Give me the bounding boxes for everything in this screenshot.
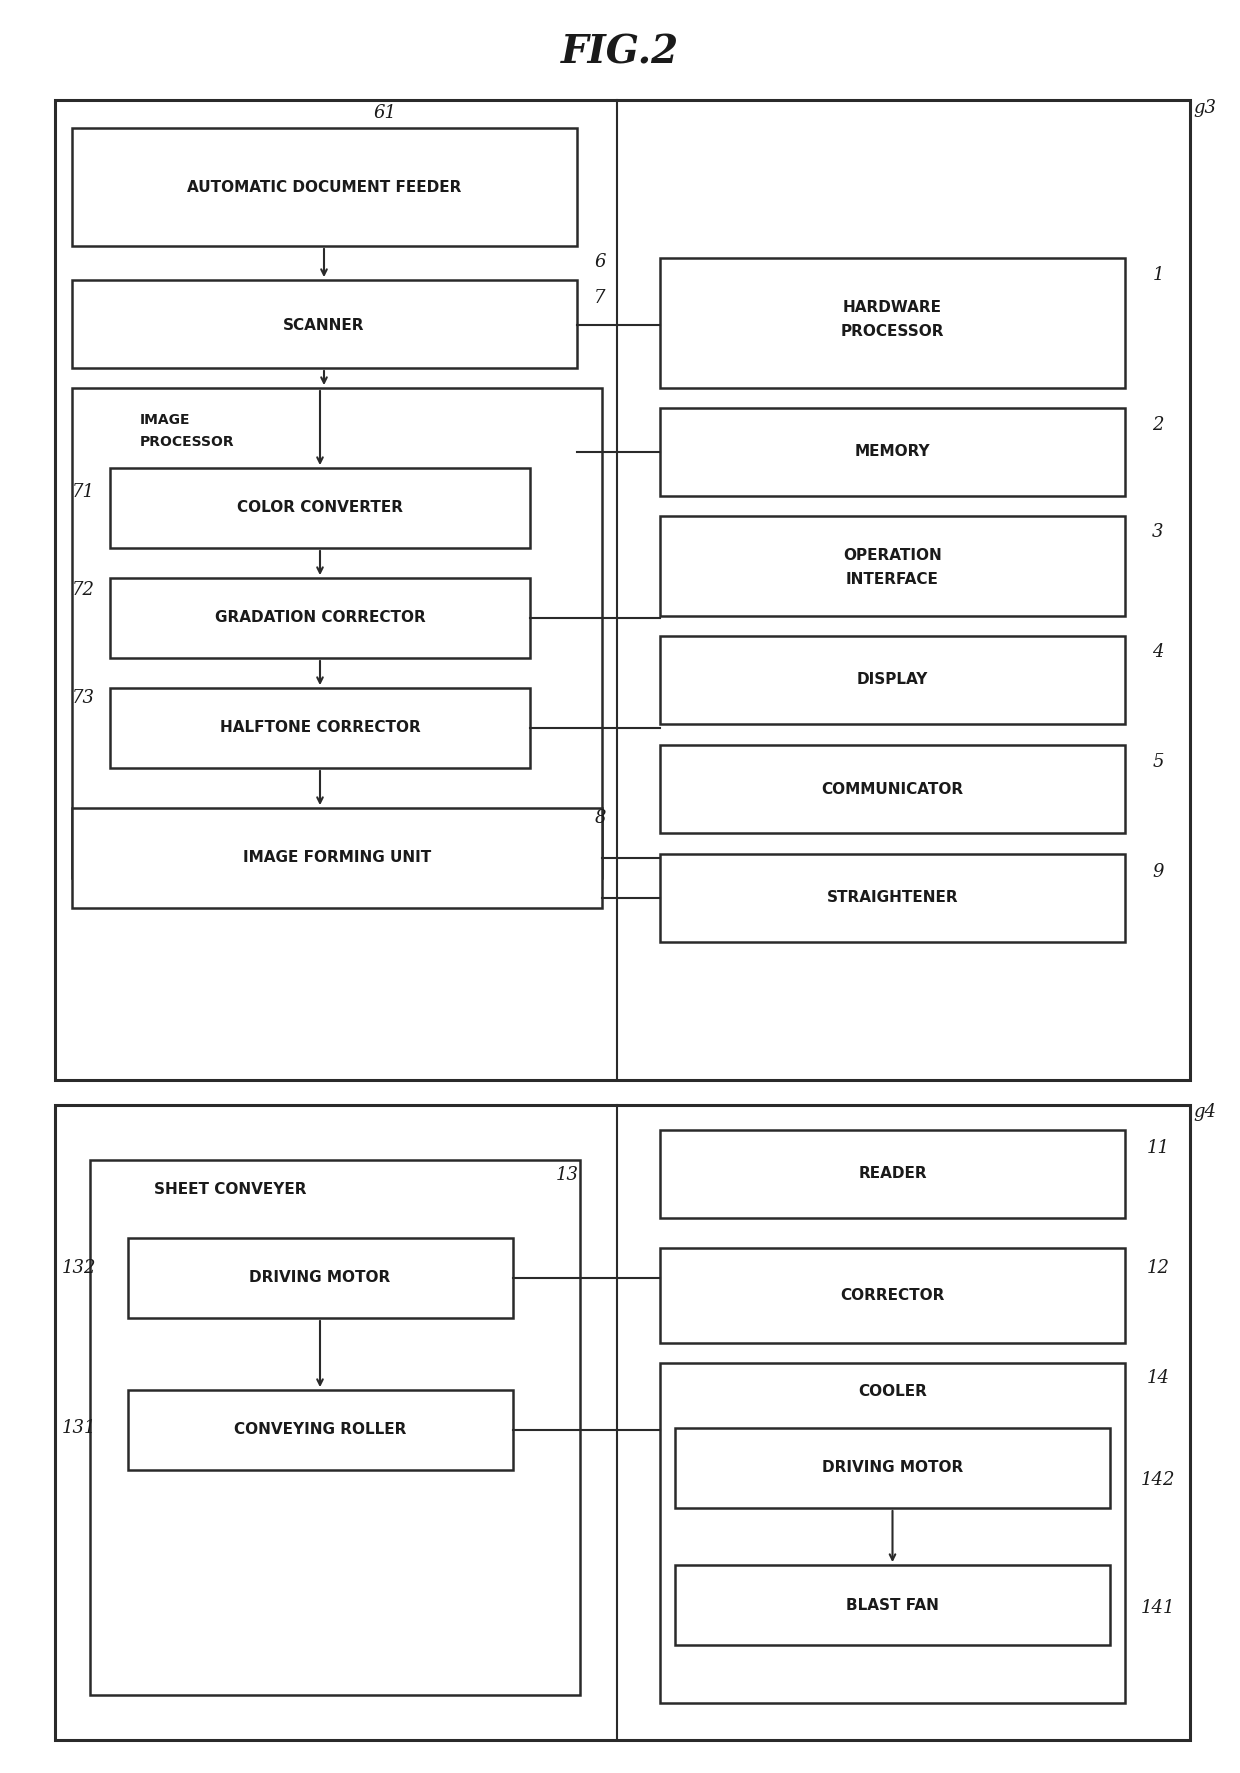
Text: FIG.2: FIG.2 bbox=[560, 34, 680, 71]
Bar bbox=[55, 1105, 1190, 1739]
Text: SCANNER: SCANNER bbox=[283, 317, 365, 333]
Bar bbox=[91, 1160, 580, 1695]
Bar bbox=[128, 1390, 513, 1470]
Text: 7: 7 bbox=[594, 289, 606, 307]
Text: 2: 2 bbox=[1152, 417, 1164, 434]
Text: 5: 5 bbox=[1152, 754, 1164, 771]
Bar bbox=[675, 1427, 1110, 1509]
Bar bbox=[72, 808, 601, 908]
Bar bbox=[110, 688, 529, 768]
Text: INTERFACE: INTERFACE bbox=[846, 573, 939, 587]
Text: CORRECTOR: CORRECTOR bbox=[841, 1289, 945, 1303]
Text: DRIVING MOTOR: DRIVING MOTOR bbox=[822, 1461, 963, 1475]
Text: DISPLAY: DISPLAY bbox=[857, 672, 929, 688]
Text: IMAGE: IMAGE bbox=[140, 413, 191, 427]
Text: PROCESSOR: PROCESSOR bbox=[140, 434, 234, 449]
Text: 3: 3 bbox=[1152, 523, 1164, 541]
Bar bbox=[660, 855, 1125, 941]
Text: 9: 9 bbox=[1152, 863, 1164, 881]
Text: HARDWARE: HARDWARE bbox=[843, 300, 942, 316]
Bar bbox=[110, 578, 529, 658]
Text: OPERATION: OPERATION bbox=[843, 548, 942, 564]
Text: SHEET CONVEYER: SHEET CONVEYER bbox=[154, 1183, 306, 1197]
Text: HALFTONE CORRECTOR: HALFTONE CORRECTOR bbox=[219, 720, 420, 736]
Bar bbox=[660, 1363, 1125, 1704]
Text: g3: g3 bbox=[1193, 99, 1216, 117]
Bar bbox=[110, 468, 529, 548]
Bar bbox=[660, 259, 1125, 388]
Text: 142: 142 bbox=[1141, 1472, 1176, 1489]
Text: 141: 141 bbox=[1141, 1599, 1176, 1617]
Bar bbox=[72, 280, 577, 369]
Bar bbox=[128, 1238, 513, 1317]
Text: 4: 4 bbox=[1152, 644, 1164, 661]
Text: 11: 11 bbox=[1147, 1138, 1169, 1158]
Bar bbox=[660, 637, 1125, 723]
Text: 71: 71 bbox=[72, 482, 94, 502]
Text: 14: 14 bbox=[1147, 1369, 1169, 1386]
Text: READER: READER bbox=[858, 1167, 926, 1181]
Text: BLAST FAN: BLAST FAN bbox=[846, 1597, 939, 1612]
Bar bbox=[660, 408, 1125, 496]
Text: IMAGE FORMING UNIT: IMAGE FORMING UNIT bbox=[243, 851, 432, 865]
Text: 13: 13 bbox=[556, 1167, 579, 1184]
Text: GRADATION CORRECTOR: GRADATION CORRECTOR bbox=[215, 610, 425, 626]
Bar bbox=[660, 1129, 1125, 1218]
Bar bbox=[72, 128, 577, 246]
Text: 72: 72 bbox=[72, 582, 94, 599]
Text: 132: 132 bbox=[62, 1259, 97, 1277]
Bar bbox=[675, 1566, 1110, 1645]
Text: AUTOMATIC DOCUMENT FEEDER: AUTOMATIC DOCUMENT FEEDER bbox=[187, 181, 461, 195]
Text: CONVEYING ROLLER: CONVEYING ROLLER bbox=[234, 1422, 407, 1438]
Text: DRIVING MOTOR: DRIVING MOTOR bbox=[249, 1271, 391, 1285]
Bar bbox=[660, 516, 1125, 615]
Bar bbox=[72, 388, 601, 878]
Text: COMMUNICATOR: COMMUNICATOR bbox=[821, 782, 963, 796]
Text: 61: 61 bbox=[373, 105, 397, 122]
Text: 73: 73 bbox=[72, 690, 94, 707]
Text: COOLER: COOLER bbox=[858, 1385, 928, 1399]
Bar bbox=[660, 745, 1125, 833]
Text: STRAIGHTENER: STRAIGHTENER bbox=[827, 890, 959, 906]
Text: 131: 131 bbox=[62, 1418, 97, 1436]
Text: MEMORY: MEMORY bbox=[854, 445, 930, 459]
Text: 1: 1 bbox=[1152, 266, 1164, 284]
Text: 12: 12 bbox=[1147, 1259, 1169, 1277]
Text: 6: 6 bbox=[594, 254, 606, 271]
Text: PROCESSOR: PROCESSOR bbox=[841, 324, 944, 339]
Text: 8: 8 bbox=[594, 808, 606, 826]
Bar bbox=[55, 99, 1190, 1080]
Bar bbox=[660, 1248, 1125, 1342]
Text: g4: g4 bbox=[1193, 1103, 1216, 1121]
Text: COLOR CONVERTER: COLOR CONVERTER bbox=[237, 500, 403, 516]
